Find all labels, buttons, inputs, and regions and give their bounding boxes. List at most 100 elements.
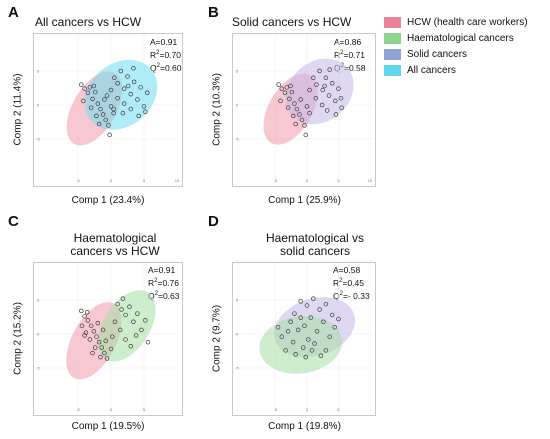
- data-point: [292, 101, 297, 106]
- data-point: [294, 106, 300, 112]
- data-point: [111, 106, 116, 112]
- stat-r2: R2=0.70: [150, 49, 181, 60]
- confidence-ellipse: [285, 58, 354, 125]
- data-point: [91, 83, 97, 89]
- data-point: [99, 345, 105, 350]
- panel-title-c: Haematological cancers vs HCW: [30, 232, 200, 258]
- plot-c: -5 0 5 -5 0 5: [34, 263, 180, 413]
- data-point: [94, 334, 99, 339]
- data-point: [112, 75, 117, 81]
- data-point: [275, 324, 281, 330]
- x-tick-label: -5: [76, 178, 80, 183]
- data-point: [115, 95, 120, 101]
- data-point: [102, 97, 107, 102]
- data-point: [309, 348, 315, 353]
- data-point: [323, 348, 329, 353]
- stat-r2-value: 0.70: [164, 49, 181, 60]
- data-point: [336, 316, 341, 322]
- data-point: [292, 311, 297, 316]
- data-point: [304, 303, 310, 308]
- x-tick-label: 0: [110, 407, 113, 412]
- data-point: [103, 117, 108, 123]
- data-point: [145, 339, 151, 345]
- data-point: [319, 102, 325, 108]
- panel-letter-b: B: [208, 4, 219, 21]
- confidence-ellipse: [98, 290, 156, 362]
- data-point: [336, 86, 341, 91]
- data-point: [123, 337, 128, 342]
- data-point: [312, 341, 317, 346]
- data-point: [115, 301, 120, 307]
- data-point: [108, 104, 114, 109]
- x-tick-label: 5: [337, 407, 340, 412]
- data-point: [302, 123, 307, 128]
- y-tick-label: 0: [236, 103, 239, 108]
- panel-letter-d: D: [208, 213, 219, 230]
- panel-title-b: Solid cancers vs HCW: [232, 15, 352, 29]
- x-tick-label: 0: [110, 178, 113, 183]
- data-point: [279, 86, 285, 91]
- data-point: [121, 101, 127, 106]
- data-point: [285, 329, 291, 334]
- y-tick-label: 0: [37, 103, 40, 108]
- data-point: [96, 339, 102, 345]
- data-point: [125, 74, 130, 79]
- data-point: [333, 98, 338, 104]
- x-tick-label: 5: [143, 407, 146, 412]
- stat-r2: R2=0.45: [333, 277, 364, 288]
- data-point: [298, 97, 303, 102]
- data-point: [83, 330, 89, 335]
- data-point: [100, 112, 106, 117]
- data-point: [82, 333, 87, 338]
- data-point: [119, 307, 124, 312]
- stat-q2-value: 0.63: [162, 290, 180, 301]
- x-tick-label: -5: [274, 407, 278, 412]
- x-axis-label-c: Comp 1 (19.5%): [71, 421, 145, 432]
- data-point: [332, 324, 337, 330]
- y-tick-label: 5: [236, 298, 239, 303]
- data-point: [283, 348, 288, 353]
- data-point: [135, 97, 140, 102]
- data-point: [307, 87, 312, 93]
- x-tick-label: -5: [274, 178, 278, 183]
- stat-a: A=0.91: [150, 37, 178, 47]
- data-point: [311, 296, 316, 301]
- legend-label: HCW (health care workers): [407, 16, 528, 28]
- data-point: [297, 112, 302, 117]
- data-point: [82, 314, 87, 319]
- panel-title-d-text: Haematological vs solid cancers: [265, 231, 365, 258]
- data-point: [311, 75, 316, 81]
- legend-label: Haematological cancers: [407, 32, 514, 44]
- data-point: [94, 113, 99, 119]
- panel-title-a: All cancers vs HCW: [35, 15, 142, 29]
- data-point: [92, 89, 98, 95]
- data-point: [298, 299, 303, 304]
- data-point: [290, 339, 296, 345]
- data-point: [87, 337, 93, 342]
- confidence-ellipse: [84, 59, 158, 130]
- data-point: [276, 82, 281, 87]
- x-tick-label: 10: [175, 178, 180, 183]
- data-point: [128, 106, 134, 112]
- x-tick-label: 0: [306, 178, 309, 183]
- data-point: [127, 304, 132, 310]
- plot-d: -5 0 5 -5 0 5: [233, 263, 373, 413]
- data-point: [107, 132, 112, 138]
- data-point: [322, 83, 327, 89]
- data-point: [95, 101, 101, 106]
- data-point: [293, 352, 298, 357]
- data-point: [108, 87, 114, 93]
- panel-letter-a: A: [8, 4, 19, 21]
- data-point: [141, 104, 147, 109]
- data-point: [290, 113, 296, 119]
- data-point: [143, 318, 148, 323]
- data-point: [103, 338, 108, 344]
- data-point: [131, 319, 136, 325]
- legend-swatch-haematological: [384, 32, 401, 44]
- data-point: [120, 296, 126, 301]
- stat-r2: R2=0.71: [334, 49, 365, 60]
- y-tick-label: 5: [37, 69, 40, 74]
- data-point: [131, 66, 136, 71]
- legend-swatch-all: [384, 64, 401, 76]
- data-point: [85, 318, 91, 323]
